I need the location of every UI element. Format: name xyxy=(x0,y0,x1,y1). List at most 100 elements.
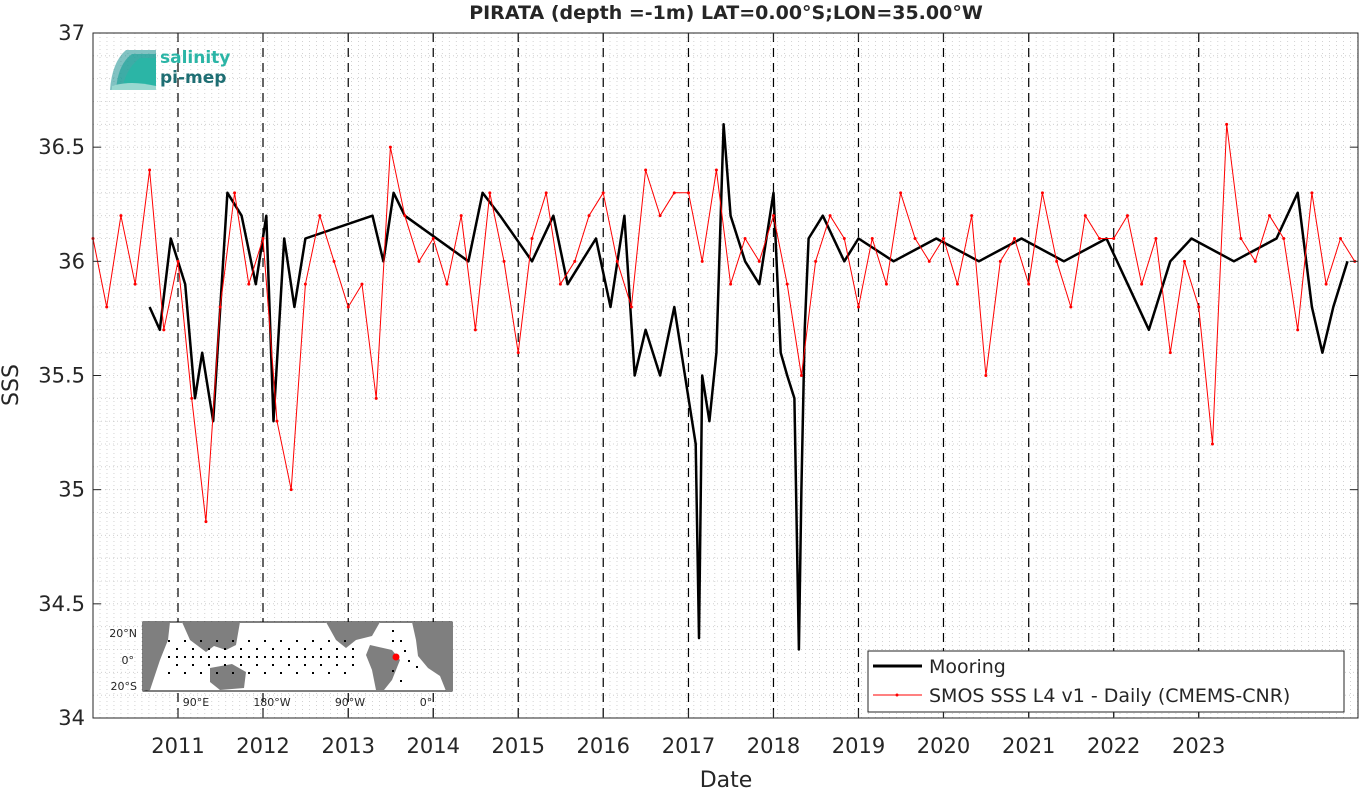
inset-mooring-dot xyxy=(192,664,194,666)
smos-data-point xyxy=(998,259,1002,263)
smos-data-point xyxy=(743,237,747,240)
smos-data-point xyxy=(1125,214,1129,218)
inset-mooring-dot xyxy=(232,656,234,658)
inset-mooring-dot xyxy=(416,666,418,668)
inset-mooring-dot xyxy=(280,656,282,658)
x-tick-label: 2011 xyxy=(151,734,204,758)
x-tick-label: 2020 xyxy=(917,734,970,758)
smos-data-point xyxy=(927,259,931,263)
smos-data-point xyxy=(1183,259,1187,263)
y-tick-label: 34 xyxy=(58,706,85,730)
inset-mooring-dot xyxy=(208,664,210,666)
smos-data-point xyxy=(445,282,449,286)
smos-data-point xyxy=(1197,305,1201,309)
inset-mooring-dot xyxy=(392,640,394,642)
inset-mooring-dot xyxy=(288,648,290,650)
smos-data-point xyxy=(884,282,888,286)
y-tick-label: 36.5 xyxy=(38,135,85,159)
smos-data-point xyxy=(984,374,988,377)
smos-data-point xyxy=(374,396,378,400)
inset-mooring-dot xyxy=(200,672,202,674)
legend-label-smos: SMOS SSS L4 v1 - Daily (CMEMS-CNR) xyxy=(929,685,1290,707)
inset-mooring-dot xyxy=(352,664,354,666)
inset-mooring-dot xyxy=(336,648,338,650)
inset-mooring-dot xyxy=(216,640,218,642)
inset-mooring-dot xyxy=(320,664,322,666)
smos-data-point xyxy=(573,259,577,263)
smos-data-point xyxy=(955,282,959,286)
inset-mooring-dot xyxy=(320,648,322,650)
series-line-smos xyxy=(92,123,1356,523)
smos-data-point xyxy=(318,214,322,218)
inset-mooring-dot xyxy=(408,660,410,662)
inset-mooring-dot xyxy=(352,648,354,650)
smos-data-point xyxy=(275,419,279,423)
smos-data-point xyxy=(1339,237,1343,240)
location-inset-map: 20°N 0° 20°S 90°E 180°W 90°W 0° xyxy=(109,621,453,709)
inset-land xyxy=(143,622,452,691)
inset-mooring-dot xyxy=(216,672,218,674)
smos-data-point xyxy=(1083,214,1087,218)
inset-mooring-dot xyxy=(240,656,242,658)
inset-mooring-dot xyxy=(344,672,346,674)
inset-xtick-90w: 90°W xyxy=(335,696,365,709)
smos-data-point xyxy=(332,259,336,263)
inset-mooring-dot xyxy=(184,672,186,674)
smos-data-point xyxy=(544,191,548,195)
smos-data-point xyxy=(303,282,307,286)
smos-data-point xyxy=(190,396,194,400)
inset-mooring-dot xyxy=(280,672,282,674)
smos-data-point xyxy=(218,305,222,309)
inset-mooring-dot xyxy=(248,656,250,658)
smos-data-point xyxy=(148,168,152,172)
inset-mooring-dot xyxy=(328,672,330,674)
x-axis-label: Date xyxy=(700,768,753,790)
inset-mooring-dot xyxy=(272,664,274,666)
smos-data-point xyxy=(119,214,123,218)
smos-data-point xyxy=(176,259,180,263)
x-tick-label: 2023 xyxy=(1172,734,1225,758)
inset-mooring-dot xyxy=(224,648,226,650)
smos-data-point xyxy=(615,259,619,263)
y-tick-label: 35 xyxy=(58,478,85,502)
smos-data-point xyxy=(1098,237,1102,240)
smos-data-point xyxy=(941,237,945,240)
series-layer xyxy=(91,122,1357,651)
logo-line2: pi-mep xyxy=(160,68,226,88)
y-tick-label: 36 xyxy=(58,249,85,273)
inset-mooring-dot xyxy=(312,672,314,674)
inset-mooring-dot xyxy=(264,640,266,642)
smos-data-point xyxy=(799,374,803,377)
inset-mooring-dot xyxy=(256,664,258,666)
inset-mooring-dot xyxy=(176,648,178,650)
series-line-mooring xyxy=(148,123,1349,651)
x-tick-label: 2018 xyxy=(747,734,800,758)
x-tick-label: 2016 xyxy=(577,734,630,758)
smos-data-point xyxy=(601,191,605,195)
smos-data-point xyxy=(1282,237,1286,240)
smos-data-point xyxy=(1069,305,1073,309)
smos-data-point xyxy=(771,214,775,218)
smos-data-point xyxy=(403,214,407,218)
inset-mooring-dot xyxy=(240,648,242,650)
inset-mooring-dot xyxy=(248,640,250,642)
smos-data-point xyxy=(1268,214,1272,218)
smos-data-point xyxy=(431,237,435,240)
inset-xtick-90e: 90°E xyxy=(183,696,209,709)
inset-mooring-dot xyxy=(256,656,258,658)
smos-data-point xyxy=(1253,259,1257,263)
inset-mooring-dot xyxy=(176,656,178,658)
smos-data-point xyxy=(360,282,364,286)
smos-data-point xyxy=(261,237,265,240)
inset-mooring-dot xyxy=(296,640,298,642)
smos-data-point xyxy=(1310,191,1314,195)
legend-marker-smos xyxy=(895,693,899,697)
smos-data-point xyxy=(842,237,846,240)
smos-data-point xyxy=(133,282,137,286)
x-tick-label: 2012 xyxy=(236,734,289,758)
inset-mooring-dot xyxy=(344,640,346,642)
inset-mooring-dot xyxy=(232,672,234,674)
inset-mooring-dot xyxy=(192,656,194,658)
smos-data-point xyxy=(828,214,832,218)
inset-mooring-dot xyxy=(208,648,210,650)
